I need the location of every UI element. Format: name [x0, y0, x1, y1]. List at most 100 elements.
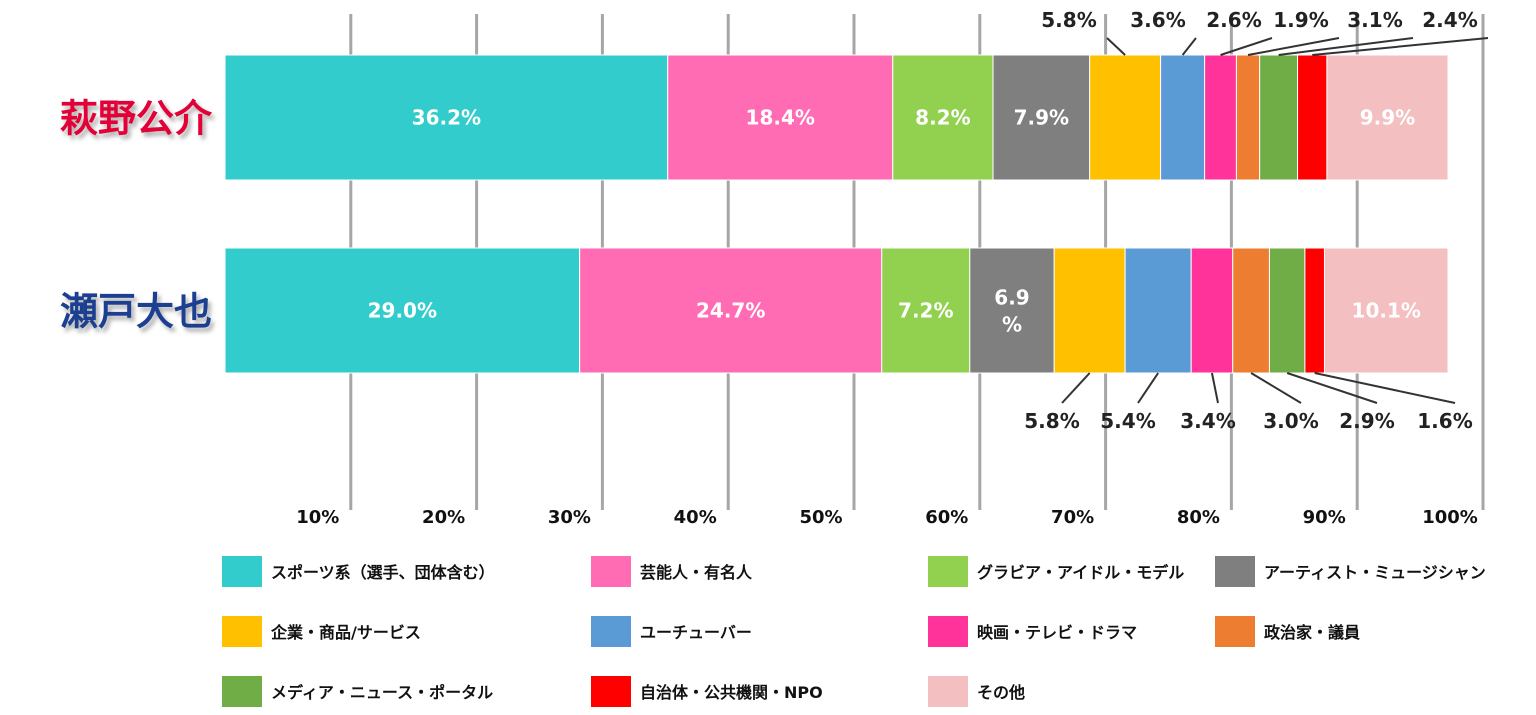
data-label-media-portal-2: 2.9% — [1339, 409, 1394, 433]
leader-line-corporate-1 — [1106, 37, 1126, 56]
bar-corporate-1 — [1089, 54, 1162, 181]
data-label-sports-2: 29.0% — [368, 299, 437, 323]
leader-line-politician-2 — [1250, 372, 1302, 404]
data-label-corporate-1: 5.8% — [1041, 8, 1096, 32]
bar-celebrity-1 — [667, 54, 894, 181]
leader-line-corporate-2 — [1061, 372, 1091, 404]
tick-label-40: 40% — [674, 507, 717, 528]
data-label-gravure-1: 8.2% — [915, 106, 970, 130]
leader-line-youtuber-2 — [1137, 372, 1159, 404]
legend-item-politician: 政治家・議員 — [1215, 616, 1360, 647]
legend-swatch-media-tv — [928, 616, 968, 647]
leader-line-politician-1 — [1247, 37, 1340, 56]
legend-swatch-artist — [1215, 556, 1255, 587]
legend-label-celebrity: 芸能人・有名人 — [640, 563, 753, 582]
legend-item-sports: スポーツ系（選手、団体含む） — [222, 556, 495, 587]
legend-label-gravure: グラビア・アイドル・モデル — [977, 563, 1184, 582]
bar-gravure-1 — [892, 54, 994, 181]
data-label-youtuber-2: 5.4% — [1100, 409, 1155, 433]
bar-media-portal-1 — [1259, 54, 1299, 181]
data-label-youtuber-1: 3.6% — [1130, 8, 1185, 32]
legend-item-other: その他 — [928, 676, 1025, 707]
leader-line-media-portal-2 — [1286, 372, 1378, 404]
legend-swatch-sports — [222, 556, 262, 587]
legend-item-youtuber: ユーチューバー — [591, 616, 752, 647]
legend-swatch-public — [591, 676, 631, 707]
legend-swatch-politician — [1215, 616, 1255, 647]
data-label-celebrity-1: 18.4% — [746, 106, 815, 130]
tick-label-80: 80% — [1177, 507, 1220, 528]
callout-labels: 5.8% 5.8% 3.6% 5.4% 2.6% 3.4% 1.9% 3.0% 3.1% 2.9%… — [1024, 8, 1489, 433]
legend-item-media-portal: メディア・ニュース・ポータル — [222, 676, 493, 707]
data-label-politician-2: 3.0% — [1263, 409, 1318, 433]
legend-label-sports: スポーツ系（選手、団体含む） — [271, 563, 495, 582]
data-label-artist-1: 7.9% — [1014, 106, 1069, 130]
legend-item-corporate: 企業・商品/サービス — [222, 616, 421, 647]
bar-celebrity-2 — [579, 247, 883, 374]
data-label-media-tv-2: 3.4% — [1180, 409, 1235, 433]
tick-label-60: 60% — [925, 507, 968, 528]
data-label-artist-2: 6.9% — [994, 286, 1029, 337]
legend-label-public: 自治体・公共機関・NPO — [640, 683, 823, 702]
bar-artist-2 — [969, 247, 1055, 374]
data-label-politician-1: 1.9% — [1273, 8, 1328, 32]
bar-public-2 — [1304, 247, 1325, 374]
data-label-media-tv-1: 2.6% — [1206, 8, 1261, 32]
leader-line-youtuber-1 — [1181, 37, 1197, 56]
bar-youtuber-1 — [1160, 54, 1206, 181]
tick-label-30: 30% — [548, 507, 591, 528]
tick-label-70: 70% — [1051, 507, 1094, 528]
legend-label-other: その他 — [977, 683, 1025, 702]
leader-line-media-tv-1 — [1220, 37, 1273, 56]
bar-sports-2 — [224, 247, 581, 374]
tick-label-10: 10% — [296, 507, 339, 528]
tick-label-20: 20% — [422, 507, 465, 528]
legend-swatch-youtuber — [591, 616, 631, 647]
bar-corporate-2 — [1053, 247, 1126, 374]
data-label-other-1: 9.9% — [1360, 106, 1415, 130]
legend-label-youtuber: ユーチューバー — [640, 623, 752, 642]
legend-item-artist: アーティスト・ミュージシャン — [1215, 556, 1486, 587]
legend: スポーツ系（選手、団体含む） 芸能人・有名人 グラビア・アイドル・モデル アーティスト… — [222, 556, 1486, 707]
legend-swatch-celebrity — [591, 556, 631, 587]
data-label-gravure-2: 7.2% — [898, 299, 953, 323]
leader-line-media-portal-1 — [1278, 37, 1414, 56]
legend-item-media-tv: 映画・テレビ・ドラマ — [928, 616, 1137, 647]
leader-line-public-2 — [1314, 372, 1456, 404]
data-label-sports-1: 36.2% — [412, 106, 481, 130]
bar-media-portal-2 — [1268, 247, 1306, 374]
bar-labels: 36.2% 18.4% 8.2% 7.9% 9.9% 29.0% 24.7% 7.2% 6.9%… — [368, 106, 1421, 337]
category-label-1: 萩野公介 — [60, 97, 213, 141]
legend-label-media-tv: 映画・テレビ・ドラマ — [977, 623, 1137, 642]
data-label-celebrity-2: 24.7% — [696, 299, 765, 323]
legend-label-politician: 政治家・議員 — [1264, 623, 1360, 642]
category-label-2: 瀬戸大也 — [60, 290, 212, 334]
bar-artist-1 — [992, 54, 1091, 181]
data-label-other-2: 10.1% — [1352, 299, 1421, 323]
x-axis-ticks: 10% 20% 30% 40% 50% 60% 70% 80% 90% 100% — [296, 507, 1478, 528]
tick-label-100: 100% — [1422, 507, 1478, 528]
legend-label-media-portal: メディア・ニュース・ポータル — [271, 683, 493, 702]
legend-label-corporate: 企業・商品/サービス — [270, 623, 421, 642]
bar-public-1 — [1297, 54, 1328, 181]
bar-gravure-2 — [881, 247, 971, 374]
data-label-public-1: 2.4% — [1422, 8, 1477, 32]
legend-item-celebrity: 芸能人・有名人 — [591, 556, 753, 587]
tick-label-50: 50% — [799, 507, 842, 528]
bar-media-tv-1 — [1204, 54, 1237, 181]
leader-line-public-1 — [1312, 37, 1489, 56]
legend-label-artist: アーティスト・ミュージシャン — [1264, 563, 1486, 582]
legend-swatch-other — [928, 676, 968, 707]
data-label-media-portal-1: 3.1% — [1347, 8, 1402, 32]
legend-swatch-corporate — [222, 616, 262, 647]
legend-item-gravure: グラビア・アイドル・モデル — [928, 556, 1184, 587]
tick-label-90: 90% — [1303, 507, 1346, 528]
bars — [224, 54, 1449, 374]
bar-politician-1 — [1235, 54, 1261, 181]
bar-sports-1 — [224, 54, 669, 181]
leader-line-media-tv-2 — [1210, 372, 1219, 404]
legend-item-public: 自治体・公共機関・NPO — [591, 676, 823, 707]
bar-youtuber-2 — [1124, 247, 1192, 374]
